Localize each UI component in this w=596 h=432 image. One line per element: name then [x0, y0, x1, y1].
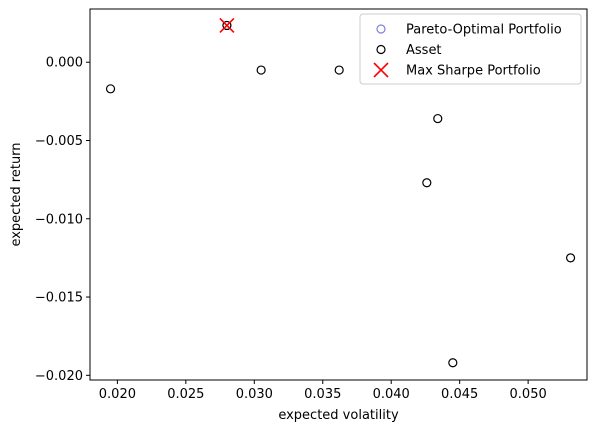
asset-point: [565, 253, 576, 263]
x-axis-ticks: 0.020 0.025 0.030 0.035 0.040 0.045 0.050: [99, 380, 547, 402]
asset-point: [433, 113, 443, 124]
legend-marker: [376, 24, 386, 34]
asset-point: [256, 65, 266, 75]
y-axis-label: expected return: [9, 142, 24, 246]
x-tick-label: 0.030: [236, 387, 273, 402]
asset-point: [422, 178, 432, 188]
legend: Pareto-Optimal Portfolio Asset Max Sharpe …: [359, 13, 582, 85]
legend-entry: Asset: [406, 43, 442, 58]
asset-point: [105, 84, 116, 94]
data-points: [105, 17, 576, 368]
x-tick-label: 0.025: [167, 387, 204, 402]
y-tick-label: −0.020: [35, 369, 83, 384]
x-tick-label: 0.045: [441, 387, 478, 402]
legend-entry: Pareto-Optimal Portfolio: [406, 23, 562, 38]
y-tick-label: −0.010: [35, 212, 83, 227]
x-tick-label: 0.035: [304, 387, 341, 402]
y-tick-label: 0.000: [46, 56, 83, 71]
asset-point: [334, 65, 344, 75]
x-tick-label: 0.050: [510, 387, 547, 402]
legend-entry: Max Sharpe Portfolio: [406, 64, 541, 79]
max-sharpe-portfolio-point: [219, 17, 235, 34]
legend-marker: [376, 44, 386, 55]
x-tick-label: 0.040: [373, 387, 410, 402]
asset-point: [448, 358, 458, 368]
x-tick-label: 0.020: [99, 387, 136, 402]
x-axis-label: expected volatility: [278, 408, 399, 423]
plot-frame: [89, 8, 588, 381]
asset-point: [222, 20, 232, 31]
y-axis-ticks: 0.000 −0.005 −0.010 −0.015 −0.020: [35, 56, 90, 384]
y-tick-label: −0.005: [35, 134, 83, 149]
y-tick-label: −0.015: [35, 291, 83, 306]
legend-frame: [359, 13, 582, 85]
legend-marker: [373, 62, 389, 78]
